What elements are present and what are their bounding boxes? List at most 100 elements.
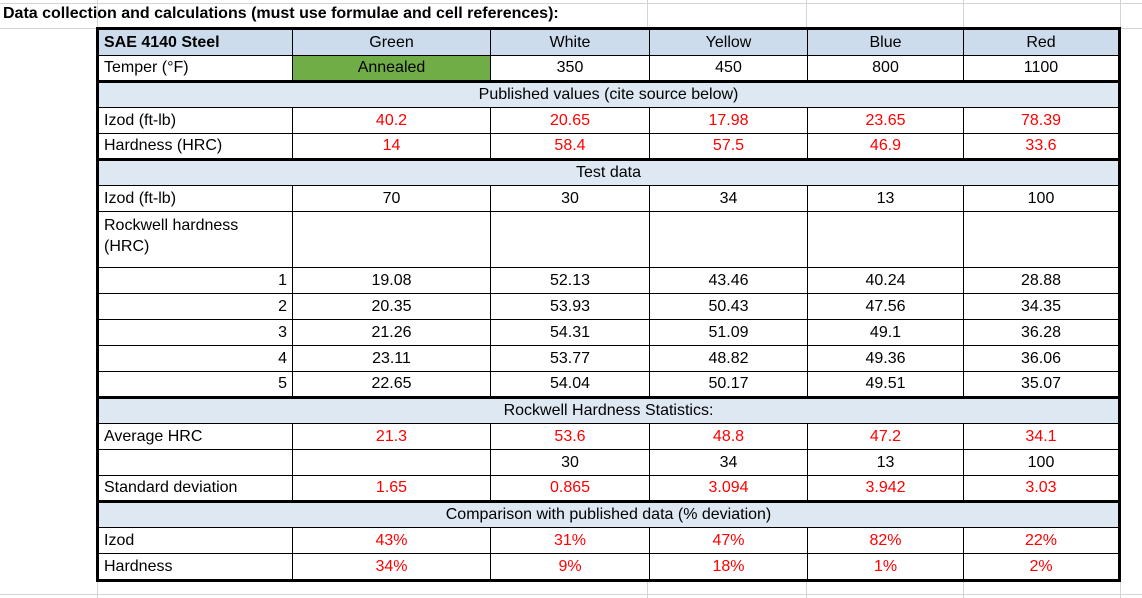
cell-value[interactable]: 30: [490, 449, 650, 476]
cell-value[interactable]: 1.65: [292, 475, 491, 502]
cell-value[interactable]: 2%: [963, 553, 1119, 580]
cell-empty[interactable]: [98, 449, 293, 476]
cell-value[interactable]: 23.11: [292, 345, 491, 372]
cell-value[interactable]: 40.24: [807, 267, 964, 294]
section-title-published[interactable]: Published values (cite source below): [98, 80, 1119, 108]
cell-value[interactable]: 3.942: [807, 475, 964, 502]
cell-value[interactable]: 47%: [649, 527, 808, 554]
cell-value[interactable]: 53.77: [490, 345, 650, 372]
cell-value[interactable]: 20.65: [490, 107, 650, 134]
cell-value[interactable]: 1%: [807, 553, 964, 580]
cell-value[interactable]: 58.4: [490, 133, 650, 160]
cell-temper-blue[interactable]: 800: [807, 55, 964, 82]
cell-value[interactable]: 20.35: [292, 293, 491, 320]
cell-value[interactable]: 53.6: [490, 423, 650, 450]
cell-empty[interactable]: [963, 211, 1119, 268]
cell-value[interactable]: [292, 449, 491, 476]
cell-cmp-izod-label[interactable]: Izod: [98, 527, 293, 554]
cell-value[interactable]: 34: [649, 449, 808, 476]
cell-test-izod-label[interactable]: Izod (ft-lb): [98, 185, 293, 212]
cell-value[interactable]: 46.9: [807, 133, 964, 160]
cell-value[interactable]: 50.17: [649, 371, 808, 398]
cell-value[interactable]: 57.5: [649, 133, 808, 160]
cell-value[interactable]: 36.28: [963, 319, 1119, 346]
cell-value[interactable]: 40.2: [292, 107, 491, 134]
cell-value[interactable]: 47.56: [807, 293, 964, 320]
cell-value[interactable]: 100: [963, 449, 1119, 476]
cell-value[interactable]: 21.26: [292, 319, 491, 346]
cell-trial-number[interactable]: 4: [98, 345, 293, 372]
cell-value[interactable]: 14: [292, 133, 491, 160]
cell-value[interactable]: 43%: [292, 527, 491, 554]
cell-value[interactable]: 33.6: [963, 133, 1119, 160]
cell-value[interactable]: 78.39: [963, 107, 1119, 134]
cell-value[interactable]: 34.1: [963, 423, 1119, 450]
cell-value[interactable]: 3.03: [963, 475, 1119, 502]
cell-value[interactable]: 13: [807, 185, 964, 212]
cell-value[interactable]: 100: [963, 185, 1119, 212]
cell-pub-izod-label[interactable]: Izod (ft-lb): [98, 107, 293, 134]
section-title-stats[interactable]: Rockwell Hardness Statistics:: [98, 396, 1119, 424]
cell-value[interactable]: 31%: [490, 527, 650, 554]
cell-empty[interactable]: [490, 211, 650, 268]
cell-steel-label[interactable]: SAE 4140 Steel: [98, 29, 293, 56]
cell-value[interactable]: 54.31: [490, 319, 650, 346]
cell-temper-label[interactable]: Temper (°F): [98, 55, 293, 82]
cell-value[interactable]: 34.35: [963, 293, 1119, 320]
cell-trial-number[interactable]: 5: [98, 371, 293, 398]
cell-value[interactable]: 47.2: [807, 423, 964, 450]
cell-value[interactable]: 3.094: [649, 475, 808, 502]
cell-trial-number[interactable]: 1: [98, 267, 293, 294]
cell-rockwell-label[interactable]: Rockwell hardness (HRC): [98, 211, 293, 268]
cell-value[interactable]: 49.36: [807, 345, 964, 372]
cell-temper-white[interactable]: 350: [490, 55, 650, 82]
sheet-heading[interactable]: Data collection and calculations (must u…: [3, 5, 559, 22]
cell-value[interactable]: 82%: [807, 527, 964, 554]
cell-value[interactable]: 22.65: [292, 371, 491, 398]
cell-value[interactable]: 22%: [963, 527, 1119, 554]
cell-value[interactable]: 30: [490, 185, 650, 212]
cell-empty[interactable]: [649, 211, 808, 268]
cell-value[interactable]: 49.51: [807, 371, 964, 398]
cell-value[interactable]: 35.07: [963, 371, 1119, 398]
cell-average-label[interactable]: Average HRC: [98, 423, 293, 450]
cell-value[interactable]: 43.46: [649, 267, 808, 294]
cell-value[interactable]: 0.865: [490, 475, 650, 502]
cell-value[interactable]: 70: [292, 185, 491, 212]
cell-col-blue[interactable]: Blue: [807, 29, 964, 56]
cell-value[interactable]: 36.06: [963, 345, 1119, 372]
cell-col-green[interactable]: Green: [292, 29, 491, 56]
cell-trial-number[interactable]: 3: [98, 319, 293, 346]
cell-value[interactable]: 28.88: [963, 267, 1119, 294]
cell-value[interactable]: 13: [807, 449, 964, 476]
cell-empty[interactable]: [292, 211, 491, 268]
cell-col-yellow[interactable]: Yellow: [649, 29, 808, 56]
cell-pub-hardness-label[interactable]: Hardness (HRC): [98, 133, 293, 160]
cell-value[interactable]: 21.3: [292, 423, 491, 450]
cell-temper-green[interactable]: Annealed: [292, 55, 491, 82]
cell-cmp-hardness-label[interactable]: Hardness: [98, 553, 293, 580]
cell-value[interactable]: 54.04: [490, 371, 650, 398]
cell-value[interactable]: 51.09: [649, 319, 808, 346]
cell-value[interactable]: 23.65: [807, 107, 964, 134]
section-title-comparison[interactable]: Comparison with published data (% deviat…: [98, 500, 1119, 528]
cell-value[interactable]: 18%: [649, 553, 808, 580]
cell-value[interactable]: 34: [649, 185, 808, 212]
cell-value[interactable]: 19.08: [292, 267, 491, 294]
cell-value[interactable]: 34%: [292, 553, 491, 580]
cell-value[interactable]: 17.98: [649, 107, 808, 134]
cell-temper-red[interactable]: 1100: [963, 55, 1119, 82]
cell-value[interactable]: 9%: [490, 553, 650, 580]
cell-value[interactable]: 50.43: [649, 293, 808, 320]
cell-col-white[interactable]: White: [490, 29, 650, 56]
cell-value[interactable]: 48.82: [649, 345, 808, 372]
cell-value[interactable]: 49.1: [807, 319, 964, 346]
cell-value[interactable]: 48.8: [649, 423, 808, 450]
cell-trial-number[interactable]: 2: [98, 293, 293, 320]
cell-temper-yellow[interactable]: 450: [649, 55, 808, 82]
section-title-test[interactable]: Test data: [98, 158, 1119, 186]
cell-value[interactable]: 52.13: [490, 267, 650, 294]
cell-col-red[interactable]: Red: [963, 29, 1119, 56]
cell-empty[interactable]: [807, 211, 964, 268]
cell-stdev-label[interactable]: Standard deviation: [98, 475, 293, 502]
